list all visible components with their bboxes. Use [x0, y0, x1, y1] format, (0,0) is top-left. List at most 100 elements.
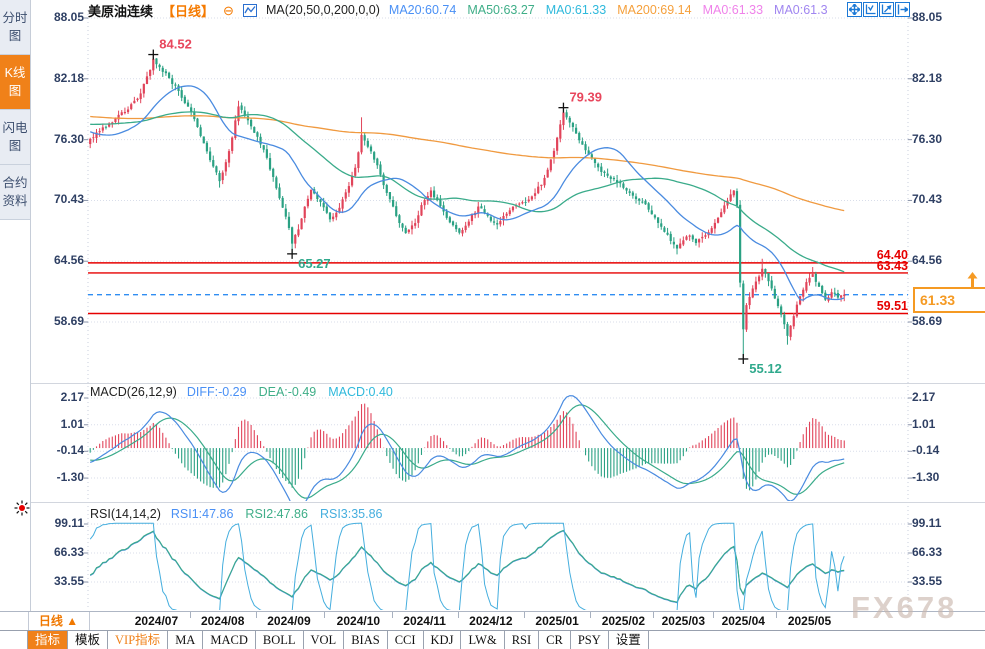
date-separator [653, 612, 655, 618]
rsi-value-1: RSI2:47.86 [245, 507, 308, 521]
sidebar-tab-list: 分时图 K线图 闪电图 合约资料 [0, 0, 30, 220]
rsi-tick-right-99.11: 99.11 [912, 515, 942, 530]
macd-value-0: DIFF:-0.29 [186, 385, 247, 399]
date-separator [255, 612, 257, 618]
date-row-corner [0, 612, 29, 630]
macd-value-2: MACD:0.40 [328, 385, 393, 399]
symbol-title: 美原油连续 [88, 3, 154, 19]
current-price-badge: 61.33 [913, 287, 985, 313]
toolbar-tab-CR[interactable]: CR [539, 631, 571, 649]
date-label-2024/09: 2024/09 [267, 614, 311, 628]
macd-values: DIFF:-0.29 DEA:-0.49 MACD:0.40 [187, 385, 393, 399]
left-sidebar: 分时图 K线图 闪电图 合约资料 [0, 0, 31, 611]
sidebar-tab-分时图[interactable]: 分时图 [0, 0, 30, 55]
macd-tick-left-2.17: 2.17 [60, 390, 84, 404]
rsi-tick-left-99.11: 99.11 [54, 515, 84, 530]
exit-chart-icon[interactable] [895, 2, 910, 17]
sidebar-tab-合约资料[interactable]: 合约资料 [0, 165, 30, 220]
date-separator [323, 612, 325, 618]
rsi-value-2: RSI3:35.86 [319, 507, 383, 521]
date-axis-row: 日线 ▲ 2024/07 2024/08 2024/09 2024/10 2024/11… [0, 611, 985, 630]
ma-value-1: MA50:63.27 [467, 3, 535, 17]
ma-indicator-icon[interactable] [242, 3, 257, 17]
price-tick-left-82.18: 82.18 [53, 70, 84, 85]
collapse-icon[interactable]: ⊖ [223, 2, 234, 18]
price-annotation-79.39: 79.39 [569, 90, 602, 105]
macd-tick-right--1.30: -1.30 [912, 470, 940, 485]
price-annotation-65.27: 65.27 [298, 256, 331, 271]
toolbar-tab-KDJ[interactable]: KDJ [424, 631, 462, 649]
support-label: 59.51 [876, 299, 908, 313]
macd-tick-left--0.14: -0.14 [56, 443, 84, 458]
toolbar-fill [649, 631, 985, 649]
toolbar-tab-CCI[interactable]: CCI [388, 631, 424, 649]
price-annotation-84.52: 84.52 [159, 37, 192, 52]
toolbar-tab-模板[interactable]: 模板 [68, 631, 109, 649]
price-tick-left-88.05: 88.05 [53, 10, 84, 24]
axis-scale-icon[interactable] [863, 2, 878, 17]
date-separator [457, 612, 459, 618]
date-separator [776, 612, 778, 618]
date-separator [391, 612, 393, 618]
toolbar-tab-VOL[interactable]: VOL [304, 631, 345, 649]
price-tick-right-82.18: 82.18 [912, 70, 943, 85]
ma-value-3: MA200:69.14 [617, 3, 692, 17]
date-label-2024/10: 2024/10 [336, 614, 381, 628]
macd-value-1: DEA:-0.49 [258, 385, 317, 399]
toolbar-tab-MA[interactable]: MA [168, 631, 204, 649]
toolbar-tab-MACD[interactable]: MACD [203, 631, 256, 649]
ma-formula: MA(20,50,0,200,0,0) [265, 3, 380, 17]
sidebar-tab-闪电图[interactable]: 闪电图 [0, 110, 30, 165]
pan-crosshair-icon[interactable] [847, 2, 862, 17]
date-label-2024/07: 2024/07 [134, 614, 179, 628]
sidebar-tab-K线图[interactable]: K线图 [0, 55, 30, 110]
price-tick-right-64.56: 64.56 [912, 253, 943, 268]
price-tick-left-64.56: 64.56 [53, 253, 84, 268]
toolbar-tab-VIP指标[interactable]: VIP指标 [108, 631, 169, 649]
toolbar-tab-指标[interactable]: 指标 [28, 631, 69, 649]
rsi-tick-left-33.55: 33.55 [53, 574, 84, 588]
date-label-2025/03: 2025/03 [661, 614, 706, 628]
toolbar-tab-LW&[interactable]: LW& [461, 631, 505, 649]
macd-tick-right-1.01: 1.01 [912, 416, 936, 431]
date-separator [189, 612, 191, 618]
rsi-tick-left-66.33: 66.33 [53, 545, 84, 559]
axis-pointer-icon[interactable] [879, 2, 894, 17]
date-label-2025/04: 2025/04 [721, 614, 765, 628]
toolbar-tab-BOLL[interactable]: BOLL [256, 631, 304, 649]
indicator-toolbar: 指标 模板 VIP指标 MA MACD BOLL VOL BIAS CCI KDJ LW& RSI CR… [0, 630, 985, 649]
period-selector-button[interactable]: 日线 ▲ [28, 612, 90, 630]
resistance-label-2: 63.43 [876, 259, 908, 273]
chart-tool-buttons [847, 2, 910, 17]
date-label-2025/05: 2025/05 [787, 614, 832, 628]
chart-header: 美原油连续 【日线】 ⊖ MA(20,50,0,200,0,0) MA20:60… [88, 1, 828, 19]
toolbar-tab-RSI[interactable]: RSI [505, 631, 540, 649]
ma-value-0: MA20:60.74 [388, 3, 457, 17]
toolbar-spacer [0, 631, 28, 649]
toolbar-tab-BIAS[interactable]: BIAS [344, 631, 388, 649]
rsi-formula: RSI(14,14,2) [90, 507, 161, 521]
price-tick-left-76.30: 76.30 [53, 131, 84, 146]
toolbar-tab-设置[interactable]: 设置 [609, 631, 649, 649]
toolbar-tab-PSY[interactable]: PSY [571, 631, 609, 649]
macd-tick-left--1.30: -1.30 [56, 470, 84, 485]
macd-tick-left-1.01: 1.01 [60, 416, 84, 431]
resistance-label-1: 64.40 [876, 248, 908, 262]
price-tick-right-76.30: 76.30 [912, 131, 943, 146]
rsi-values: RSI1:47.86 RSI2:47.86 RSI3:35.86 [171, 507, 383, 521]
main-chart-canvas[interactable]: 84.52 79.39 65.27 55.12 [0, 0, 985, 611]
rsi-tick-right-33.55: 33.55 [912, 574, 943, 588]
date-separator [713, 612, 715, 618]
price-tick-left-58.69: 58.69 [53, 313, 84, 328]
watermark: FX678 [851, 590, 958, 625]
date-label-2025/02: 2025/02 [601, 614, 646, 628]
ma-value-5: MA0:61.3 [774, 3, 828, 17]
rsi-value-0: RSI1:47.86 [170, 507, 234, 521]
macd-formula: MACD(26,12,9) [90, 385, 177, 399]
date-separator [524, 612, 525, 618]
macd-header: MACD(26,12,9) DIFF:-0.29 DEA:-0.49 MACD:0.… [90, 385, 393, 399]
macd-tick-right--0.14: -0.14 [912, 443, 940, 458]
alert-sun-icon [14, 500, 30, 516]
ma-values: MA20:60.74 MA50:63.27 MA0:61.33 MA200:69.14… [389, 3, 828, 17]
macd-tick-right-2.17: 2.17 [912, 390, 936, 404]
